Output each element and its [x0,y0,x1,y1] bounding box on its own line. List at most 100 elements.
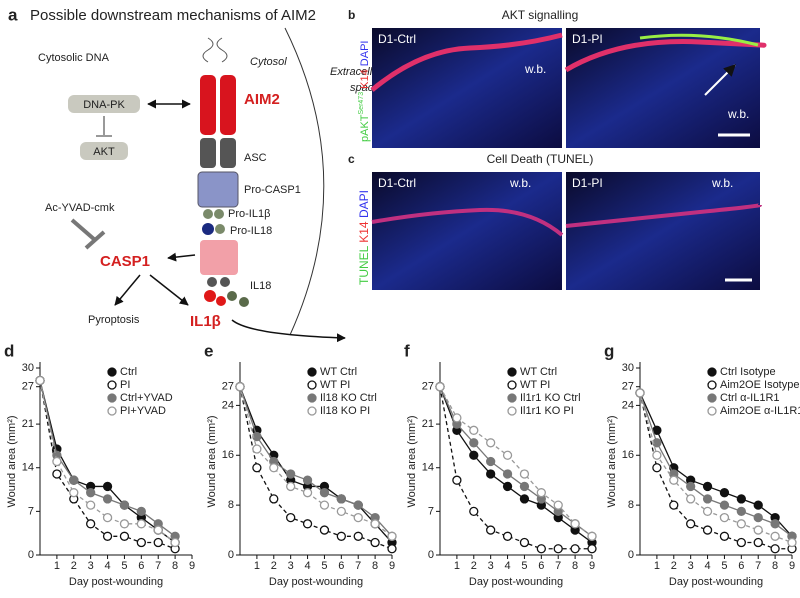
arrow [167,252,196,262]
data-point [587,531,597,541]
k14-band [370,32,563,92]
x-tick-label: 1 [654,560,660,572]
data-point [86,500,96,510]
stain-label: TUNEL K14 DAPI [357,190,371,285]
data-point [719,512,730,523]
x-tick-label: 8 [772,560,778,572]
data-point [52,469,62,479]
image-label: w.b. [509,176,531,190]
x-tick-label: 2 [471,560,477,572]
panel-c: c Cell Death (TUNEL) TUNEL K14 DAPI D1-C… [348,152,762,290]
data-point [736,519,746,529]
data-point [52,456,62,467]
x-tick-label: 4 [304,560,310,572]
legend-marker [307,406,317,416]
label: IL18 [250,280,271,292]
dot [220,277,230,287]
data-point [719,488,730,498]
data-point [502,481,513,492]
x-tick-label: 9 [589,560,595,572]
x-tick-label: 2 [271,560,277,572]
y-tick-label: 7 [28,505,34,517]
legend-label: Il18 KO Ctrl [320,392,377,404]
arrow [231,319,346,343]
x-tick-label: 3 [88,560,94,572]
dot [239,297,249,307]
legend-label: WT Ctrl [320,366,357,378]
legend-marker [307,367,317,377]
data-point [302,475,313,485]
x-tick-label: 9 [189,560,195,572]
dot [204,290,216,302]
asc-block [200,138,216,168]
legend-marker [707,380,717,390]
x-tick-label: 6 [138,560,144,572]
micrograph [372,172,562,290]
legend-label: Ctrl α-IL1R1 [720,392,780,404]
x-tick-label: 3 [688,560,694,572]
legend-label: Aim2OE α-IL1R1 [720,405,800,417]
data-point [736,494,746,504]
label: DNA-PK [83,99,125,111]
series-line [639,392,793,537]
data-point [452,413,462,423]
data-point [787,537,797,548]
asc-block [220,138,236,168]
x-tick-label: 1 [254,560,260,572]
data-point [319,525,330,535]
data-point [286,512,296,523]
image-label: D1-Ctrl [378,176,416,190]
data-point [553,500,563,510]
panel-title: AKT signalling [502,8,579,22]
x-tick-label: 3 [488,560,494,572]
label: ASC [244,152,267,164]
y-axis-label: Wound area (mm²) [6,415,18,507]
data-point [770,519,780,529]
panel-title: Cell Death (TUNEL) [487,152,594,166]
data-point [102,512,113,523]
y-tick-label: 16 [222,449,234,461]
x-tick-label: 2 [71,560,77,572]
dot [216,296,226,306]
arrow [114,274,141,306]
data-point [570,519,580,529]
legend-marker [507,367,517,377]
legend-label: PI [120,379,130,391]
panel-b: b AKT signalling pAKTSer473 K14 DAPI D1-… [348,8,767,148]
y-tick-label: 7 [428,505,434,517]
x-tick-label: 4 [104,560,110,572]
data-point [153,537,163,548]
data-point [669,500,679,510]
label: Pro-IL1β [228,208,270,220]
arrow [149,274,189,306]
legend-marker [507,406,517,416]
data-point [553,544,563,554]
micrograph [566,172,760,290]
label: AIM2 [244,91,280,108]
series-line [639,392,793,537]
legend-marker [507,393,517,403]
panel-title: Possible downstream mechanisms of AIM2 [30,7,316,24]
data-point [136,537,146,548]
data-point [652,450,662,460]
data-point [302,519,313,529]
x-tick-label: 4 [704,560,710,572]
x-axis-label: Day post-wounding [669,576,763,588]
x-axis-label: Day post-wounding [269,576,363,588]
x-tick-label: 5 [721,560,727,572]
y-tick-label: 8 [628,499,634,511]
data-point [353,512,363,523]
x-tick-label: 8 [172,560,178,572]
image-label: D1-PI [572,176,603,190]
stain-label: pAKTSer473 K14 DAPI [358,41,371,142]
data-point [336,494,346,504]
series-line [239,386,393,537]
data-point [519,469,530,479]
aim2-block [200,75,216,135]
legend-marker [707,393,717,403]
x-tick-label: 8 [372,560,378,572]
data-point [235,382,245,392]
data-point [570,544,580,554]
legend-label: Aim2OE Isotype [720,379,799,391]
series-line [639,392,792,550]
